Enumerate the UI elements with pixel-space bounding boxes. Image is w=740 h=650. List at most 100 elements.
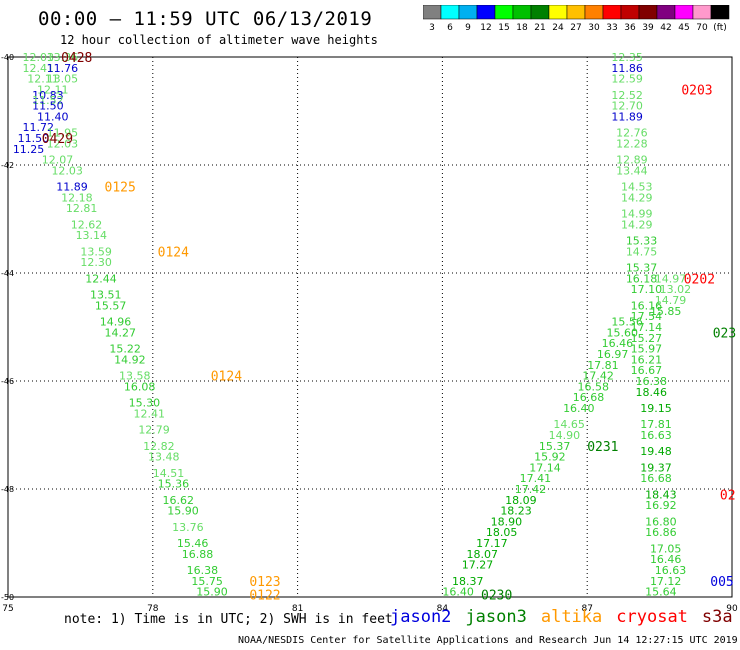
colorbar-label: 36: [624, 23, 636, 33]
wave-height-label: 14.65: [553, 418, 585, 431]
x-tick-label: 87: [581, 604, 592, 614]
wave-height-label: 16.58: [578, 380, 610, 393]
wave-height-label: 15.56: [611, 316, 643, 329]
y-tick-label: -46: [1, 377, 14, 386]
x-tick-label: 75: [2, 604, 13, 614]
pass-time-label: 0203: [681, 83, 712, 98]
wave-height-label: 12.35: [611, 51, 643, 64]
wave-height-label: 14.92: [114, 353, 146, 366]
wave-height-label: 18.07: [467, 548, 499, 561]
wave-height-label: 15.37: [626, 262, 658, 275]
x-tick-label: 90: [726, 604, 738, 614]
wave-height-label: 12.03: [47, 137, 79, 150]
wave-height-label: 14.96: [100, 316, 132, 329]
wave-height-label: 16.68: [640, 472, 672, 485]
pass-time-label: 0123: [249, 575, 280, 590]
wave-height-label: 17.14: [529, 461, 561, 474]
wave-height-label: 18.43: [645, 488, 677, 501]
wave-height-label: 13.44: [616, 164, 648, 177]
wave-height-label: 16.63: [640, 429, 672, 442]
wave-height-label: 16.80: [645, 515, 677, 528]
wave-height-label: 16.67: [631, 364, 663, 377]
pass-time-label: 0124: [211, 370, 242, 385]
wave-height-label: 17.14: [631, 321, 663, 334]
x-tick-label: 78: [147, 604, 159, 614]
y-tick-label: -42: [1, 161, 14, 170]
x-tick-label: 81: [292, 604, 303, 614]
chart-title: 00:00 – 11:59 UTC 06/13/2019: [38, 8, 373, 30]
colorbar-label: 33: [606, 23, 617, 33]
colorbar-label: 12: [480, 23, 491, 33]
pass-time-label: 0429: [42, 132, 73, 147]
colorbar-label: 42: [660, 23, 671, 33]
wave-height-label: 15.90: [196, 586, 228, 599]
wave-height-label: 17.12: [650, 575, 682, 588]
wave-height-label: 11.76: [47, 62, 79, 75]
wave-height-label: 12.89: [616, 154, 648, 167]
wave-height-label: 15.46: [177, 537, 209, 550]
wave-height-label: 13.02: [660, 283, 692, 296]
pass-time-label: 0231: [587, 440, 618, 455]
wave-height-label: 18.05: [486, 526, 517, 539]
wave-height-label: 16.92: [645, 499, 677, 512]
colorbar-label: 70: [696, 23, 708, 33]
units-note: note: 1) Time is in UTC; 2) SWH is in fe…: [64, 612, 393, 627]
wave-height-label: 12.03: [22, 51, 54, 64]
wave-height-label: 16.16: [631, 299, 663, 312]
pass-time-label: 0230: [481, 588, 512, 603]
wave-height-label: 16.38: [635, 375, 667, 388]
wave-height-label: 13.59: [80, 245, 112, 258]
wave-height-label: 11.89: [56, 181, 87, 194]
wave-height-label: 15.60: [607, 326, 639, 339]
wave-height-label: 16.97: [597, 348, 629, 361]
wave-height-label: 18.90: [491, 515, 522, 528]
wave-height-label: 15.64: [645, 586, 677, 599]
colorbar-label: 6: [447, 23, 453, 33]
plot-frame: [7, 56, 733, 598]
wave-height-label: 12.62: [71, 218, 103, 231]
wave-height-label: 18.09: [505, 494, 537, 507]
y-tick-label: -50: [1, 593, 14, 602]
wave-height-label: 12.41: [22, 62, 54, 75]
wave-height-label: 13.36: [47, 51, 79, 64]
wave-height-label: 14.51: [153, 467, 185, 480]
wave-height-label: 14.53: [621, 181, 653, 194]
wave-height-label: 16.21: [631, 353, 663, 366]
wave-height-label: 17.81: [640, 418, 672, 431]
wave-height-label: 16.18: [626, 272, 658, 285]
wave-height-label: 16.68: [573, 391, 605, 404]
wave-height-label: 15.97: [631, 343, 663, 356]
wave-height-label: 16.46: [650, 553, 682, 566]
legend-cryosat: cryosat: [616, 607, 688, 627]
colorbar-label: 9: [465, 23, 471, 33]
wave-height-label: 12.18: [61, 191, 93, 204]
wave-height-label: 17.81: [587, 359, 619, 372]
wave-height-label: 15.57: [95, 299, 127, 312]
satellite-legend: jason2 jason3 altika cryosat s3a: [390, 607, 740, 627]
wave-height-label: 11.50: [18, 132, 50, 145]
wave-height-label: 12.03: [51, 164, 83, 177]
colorbar-label: 24: [552, 23, 564, 33]
legend-jason3: jason3: [465, 607, 527, 627]
wave-height-label: 12.11: [37, 83, 69, 96]
wave-height-label: 16.38: [187, 564, 219, 577]
y-tick-label: -48: [1, 485, 14, 494]
wave-height-label: 12.81: [66, 202, 98, 215]
wave-height-label: 15.75: [191, 575, 223, 588]
wave-height-label: 13.76: [172, 521, 204, 534]
wave-height-label: 12.82: [143, 440, 175, 453]
wave-height-label: 12.76: [616, 127, 648, 140]
wave-height-label: 10.83: [32, 89, 64, 102]
wave-height-label: 19.37: [640, 461, 672, 474]
colorbar-label: 45: [678, 23, 689, 33]
wave-height-label: 15.37: [539, 440, 571, 453]
wave-height-label: 15.90: [167, 505, 199, 518]
legend-s3a: s3a: [701, 607, 733, 627]
colorbar-label: 39: [642, 23, 654, 33]
wave-height-label: 12.30: [80, 256, 112, 269]
wave-height-label: 17.27: [462, 559, 494, 572]
wave-height-label: 12.44: [85, 272, 117, 285]
wave-height-label: 14.75: [626, 245, 658, 258]
